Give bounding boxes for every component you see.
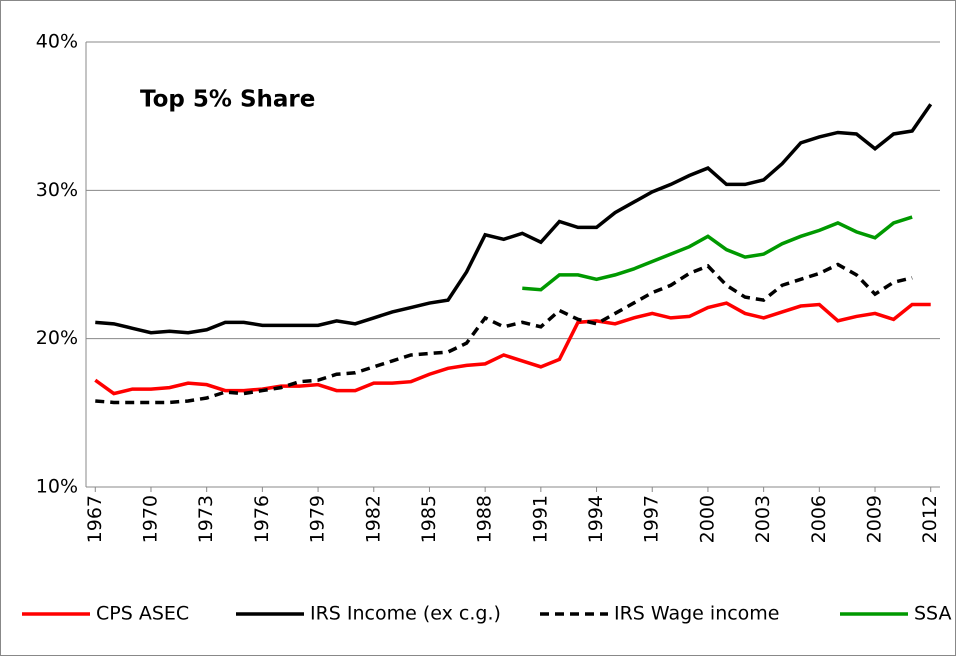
series-line [94, 301, 931, 396]
x-tick-label: 2003 [752, 495, 774, 543]
x-tick-label: 1982 [362, 495, 384, 543]
x-tick-label: 1967 [84, 495, 106, 543]
legend-label: IRS Income (ex c.g.) [310, 603, 501, 625]
y-tick-label: 30% [36, 179, 78, 201]
series-line [522, 215, 913, 292]
y-tick-label: 40% [36, 31, 78, 53]
x-tick-label: 1988 [474, 495, 496, 543]
x-tick-label: 2009 [864, 495, 886, 543]
y-tick-label: 10% [36, 476, 78, 498]
legend-label: SSA [914, 603, 951, 625]
x-tick-label: 2000 [696, 495, 718, 543]
x-tick-label: 1976 [251, 495, 273, 543]
x-tick-label: 1979 [307, 495, 329, 543]
x-tick-label: 2006 [808, 495, 830, 543]
annotation: Top 5% Share [140, 87, 315, 113]
x-tick-label: 2012 [919, 495, 941, 543]
x-tick-label: 1997 [641, 495, 663, 543]
series-line [95, 262, 913, 405]
x-tick-label: 1994 [585, 495, 607, 543]
x-tick-label: 1973 [195, 495, 217, 543]
x-tick-label: 1985 [418, 495, 440, 543]
series-line [95, 103, 933, 335]
x-tick-label: 1991 [529, 495, 551, 543]
legend-label: CPS ASEC [96, 603, 189, 625]
x-tick-label: 1970 [139, 495, 161, 543]
y-tick-label: 20% [36, 327, 78, 349]
legend-label: IRS Wage income [614, 603, 780, 625]
